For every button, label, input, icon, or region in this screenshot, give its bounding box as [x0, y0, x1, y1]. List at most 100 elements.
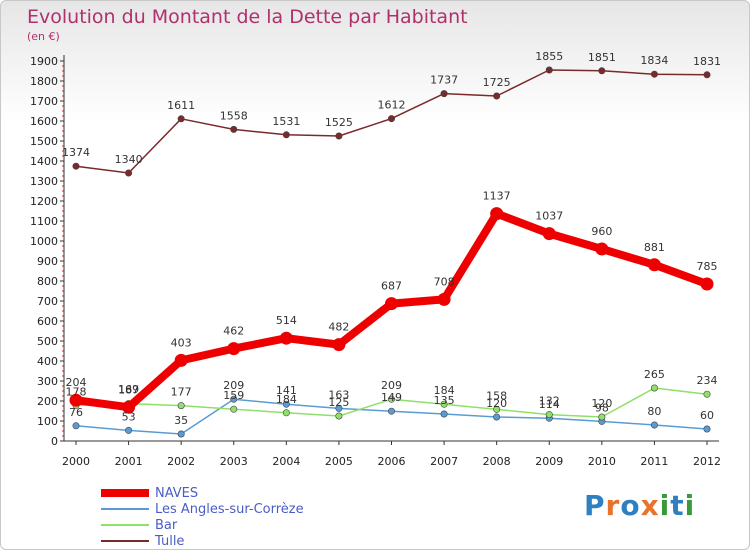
data-point	[230, 125, 238, 133]
x-tick-label: 2010	[588, 455, 616, 468]
data-point	[440, 90, 448, 98]
data-point	[282, 400, 290, 408]
y-minor-tick	[62, 150, 64, 152]
data-point	[335, 132, 343, 140]
y-minor-tick	[62, 305, 64, 307]
y-tick-label: 300	[37, 375, 58, 388]
y-tick-label: 1800	[30, 75, 58, 88]
data-label: 1340	[115, 153, 143, 166]
logo-letter: i	[684, 489, 696, 522]
chart-title: Evolution du Montant de la Dette par Hab…	[27, 6, 468, 28]
y-tick-label: 1000	[30, 235, 58, 248]
data-label: 482	[328, 321, 349, 334]
data-point	[125, 426, 133, 434]
data-label: 60	[700, 409, 714, 422]
data-point	[177, 402, 185, 410]
y-tick-label: 100	[37, 415, 58, 428]
y-minor-tick	[62, 350, 64, 352]
y-minor-tick	[62, 415, 64, 417]
y-minor-tick	[62, 345, 64, 347]
data-label: 1525	[325, 116, 353, 129]
data-point	[598, 67, 606, 75]
data-point	[332, 338, 346, 352]
x-tick-label: 2000	[62, 455, 90, 468]
y-tick-label: 800	[37, 275, 58, 288]
y-minor-tick	[62, 355, 64, 357]
data-point	[385, 297, 398, 311]
data-label: 120	[486, 397, 507, 410]
y-minor-tick	[62, 110, 64, 112]
legend-swatch	[101, 524, 149, 526]
data-point	[72, 162, 80, 170]
data-label: 209	[381, 379, 402, 392]
y-minor-tick	[62, 90, 64, 92]
data-label: 403	[171, 336, 192, 349]
data-label: 125	[328, 396, 349, 409]
x-tick-label: 2008	[483, 455, 511, 468]
y-minor-tick	[62, 335, 64, 337]
y-minor-tick	[62, 330, 64, 332]
x-tick-label: 2007	[430, 455, 458, 468]
data-label: 178	[66, 385, 87, 398]
unit-label: (en €)	[27, 30, 60, 43]
legend-swatch	[101, 508, 149, 510]
y-minor-tick	[62, 70, 64, 72]
data-label: 1612	[378, 99, 406, 112]
data-label: 135	[434, 394, 455, 407]
y-minor-tick	[62, 410, 64, 412]
legend-swatch	[101, 540, 149, 542]
data-label: 209	[223, 379, 244, 392]
data-point	[387, 115, 395, 123]
legend-label: Les Angles-sur-Corrèze	[155, 501, 304, 517]
legend-item: Tulle	[101, 533, 304, 549]
y-minor-tick	[62, 170, 64, 172]
x-tick-label: 2009	[535, 455, 563, 468]
data-point	[650, 421, 658, 429]
y-minor-tick	[62, 235, 64, 237]
data-point	[493, 413, 501, 421]
data-label: 184	[276, 393, 297, 406]
y-minor-tick	[62, 375, 64, 377]
data-point	[490, 207, 504, 221]
logo-letter: i	[659, 489, 671, 522]
data-point	[387, 407, 395, 415]
data-label: 1374	[62, 146, 90, 159]
y-minor-tick	[62, 115, 64, 117]
data-point	[700, 277, 714, 291]
y-minor-tick	[62, 135, 64, 137]
x-tick-label: 2011	[640, 455, 668, 468]
data-point	[387, 395, 395, 403]
x-tick-label: 2002	[167, 455, 195, 468]
data-point	[122, 400, 136, 414]
y-tick-label: 1400	[30, 155, 58, 168]
data-point	[493, 92, 501, 100]
data-label: 1834	[640, 54, 668, 67]
y-tick-label: 1300	[30, 175, 58, 188]
y-minor-tick	[62, 395, 64, 397]
y-minor-tick	[62, 315, 64, 317]
data-point	[125, 169, 133, 177]
data-label: 114	[539, 398, 560, 411]
x-tick-label: 2006	[378, 455, 406, 468]
y-tick-label: 1200	[30, 195, 58, 208]
data-point	[650, 384, 658, 392]
data-label: 1137	[483, 190, 511, 203]
y-tick-label: 700	[37, 295, 58, 308]
data-label: 687	[381, 280, 402, 293]
y-tick-label: 1500	[30, 135, 58, 148]
data-label: 80	[647, 405, 661, 418]
y-minor-tick	[62, 145, 64, 147]
data-label: 149	[381, 391, 402, 404]
y-tick-label: 1700	[30, 95, 58, 108]
y-minor-tick	[62, 295, 64, 297]
data-label: 184	[434, 384, 455, 397]
data-point	[72, 422, 80, 430]
logo-letter: r	[605, 489, 621, 522]
data-label: 881	[644, 241, 665, 254]
data-label: 169	[118, 383, 139, 396]
y-minor-tick	[62, 130, 64, 132]
data-point	[545, 411, 553, 419]
y-minor-tick	[62, 205, 64, 207]
